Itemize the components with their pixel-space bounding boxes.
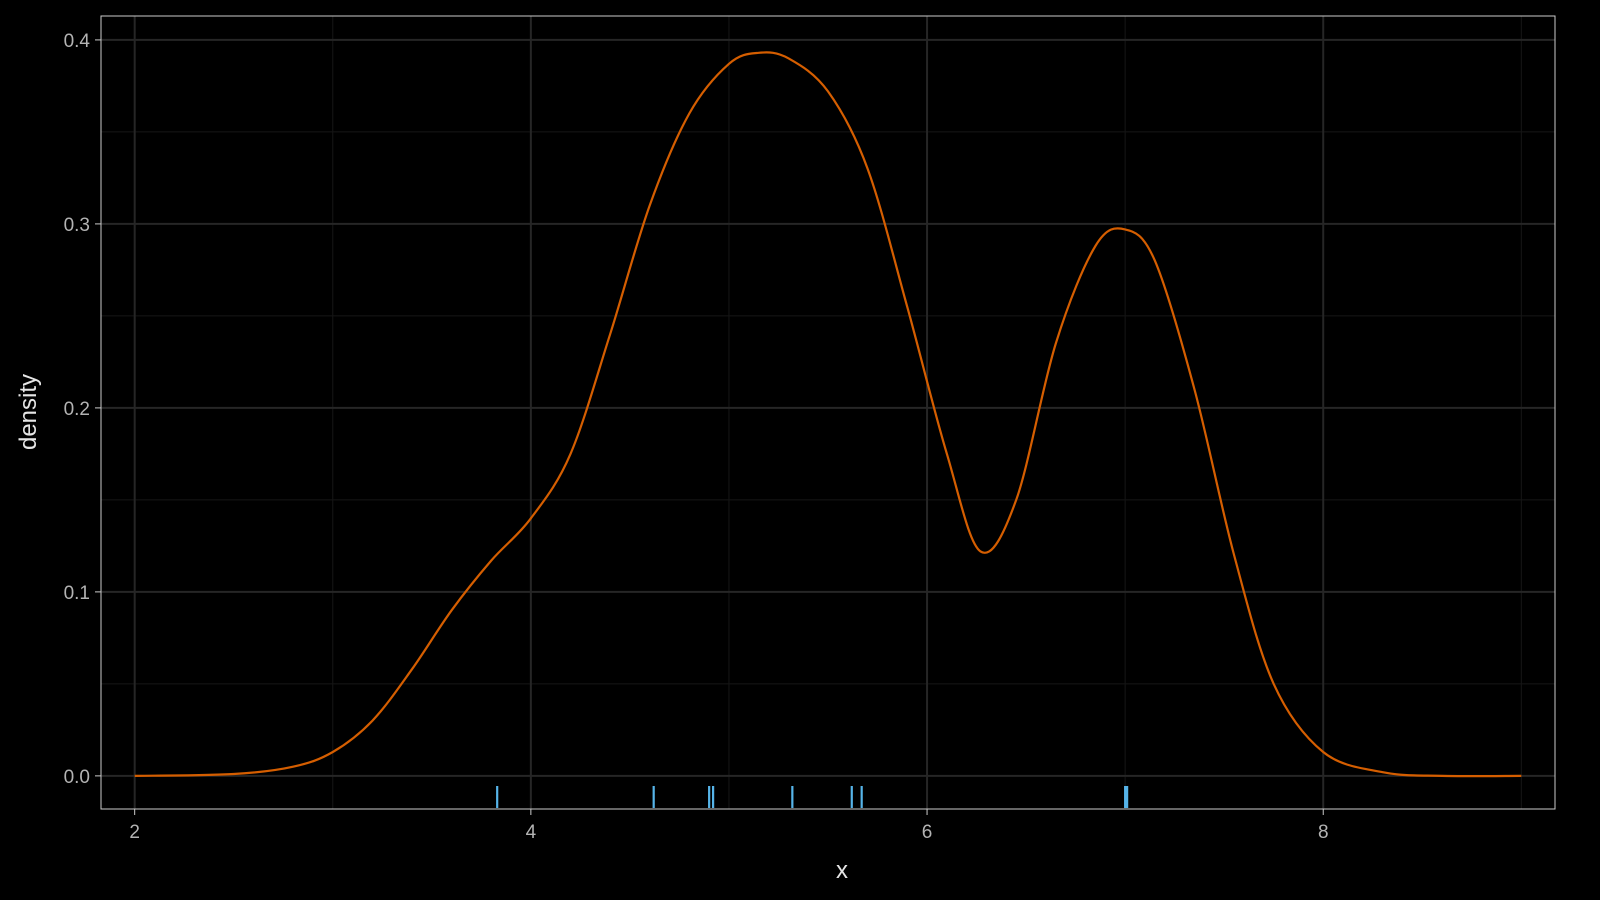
y-tick-label: 0.2 [64, 399, 90, 420]
rug-marks [496, 786, 1129, 808]
x-tick-label: 4 [526, 822, 537, 843]
minor-gridlines [101, 16, 1555, 809]
x-axis-title: x [836, 857, 848, 884]
plot-panel-border [100, 15, 1556, 810]
y-tick-label: 0.0 [64, 767, 90, 788]
y-tick-label: 0.4 [64, 31, 91, 52]
y-tick-label: 0.3 [64, 215, 90, 236]
x-tick-label: 6 [922, 822, 933, 843]
x-tick-label: 2 [129, 822, 140, 843]
major-gridlines [101, 16, 1555, 809]
y-axis-title: density [15, 374, 42, 450]
density-curve [134, 51, 1522, 778]
x-axis-ticks: 2 4 6 8 [129, 809, 1329, 843]
y-tick-label: 0.1 [64, 583, 90, 604]
x-tick-label: 8 [1318, 822, 1329, 843]
y-axis-ticks: 0.0 0.1 0.2 0.3 0.4 [64, 31, 101, 788]
